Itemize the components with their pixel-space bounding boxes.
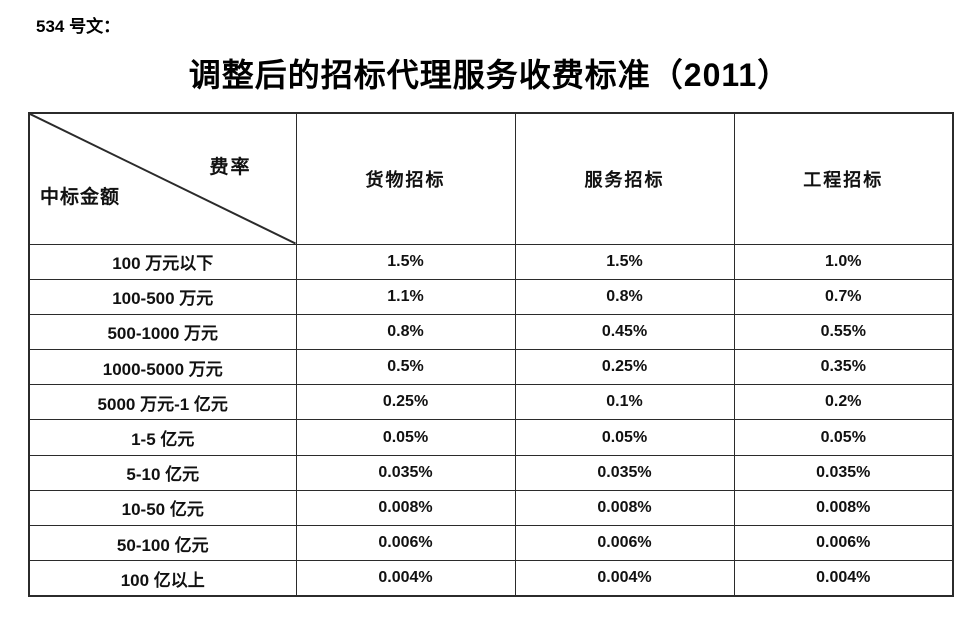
rate-value: 0.008% — [295, 489, 516, 527]
rate-value: 0.1% — [514, 384, 735, 421]
rate-value: 1.5% — [514, 243, 735, 280]
table-header-row: 费率 中标金额 货物招标 服务招标 工程招标 — [28, 112, 954, 245]
rate-value: 0.5% — [295, 349, 516, 386]
row-label: 50-100 亿元 — [28, 524, 297, 562]
diagonal-divider-line — [30, 114, 296, 244]
table-row: 10-50 亿元 0.008% 0.008% 0.008% — [28, 489, 954, 527]
rate-value: 0.004% — [295, 560, 516, 597]
rate-value: 1.0% — [733, 243, 954, 280]
column-header-goods-bidding: 货物招标 — [295, 112, 516, 245]
rate-value: 0.008% — [733, 489, 954, 527]
rate-value: 0.035% — [295, 454, 516, 491]
rate-value: 0.006% — [295, 524, 516, 562]
fee-standard-table: 费率 中标金额 货物招标 服务招标 工程招标 100 万元以下 1.5% 1.5… — [28, 112, 954, 597]
table-row: 1000-5000 万元 0.5% 0.25% 0.35% — [28, 349, 954, 386]
row-label: 1000-5000 万元 — [28, 349, 297, 386]
row-label: 100 亿以上 — [28, 560, 297, 597]
column-header-service-bidding: 服务招标 — [514, 112, 735, 245]
table-row: 500-1000 万元 0.8% 0.45% 0.55% — [28, 313, 954, 351]
table-row: 100-500 万元 1.1% 0.8% 0.7% — [28, 278, 954, 315]
fee-table-container: 费率 中标金额 货物招标 服务招标 工程招标 100 万元以下 1.5% 1.5… — [28, 112, 954, 597]
rate-value: 0.006% — [514, 524, 735, 562]
row-label: 10-50 亿元 — [28, 489, 297, 527]
rate-value: 0.035% — [514, 454, 735, 491]
page-title: 调整后的招标代理服务收费标准（2011） — [188, 57, 791, 93]
column-header-engineering-bidding: 工程招标 — [733, 112, 954, 245]
rate-value: 0.05% — [514, 419, 735, 456]
table-row: 5000 万元-1 亿元 0.25% 0.1% 0.2% — [28, 384, 954, 421]
row-label: 5-10 亿元 — [28, 454, 297, 491]
row-label: 100-500 万元 — [28, 278, 297, 315]
row-label: 1-5 亿元 — [28, 419, 297, 456]
row-label: 500-1000 万元 — [28, 313, 297, 351]
rate-value: 0.2% — [733, 384, 954, 421]
table-row: 50-100 亿元 0.006% 0.006% 0.006% — [28, 524, 954, 562]
row-label: 5000 万元-1 亿元 — [28, 384, 297, 421]
diagonal-corner-header-cell: 费率 中标金额 — [28, 112, 297, 245]
table-row: 100 万元以下 1.5% 1.5% 1.0% — [28, 243, 954, 280]
rate-value: 0.004% — [733, 560, 954, 597]
rate-value: 1.5% — [295, 243, 516, 280]
rate-value: 0.05% — [295, 419, 516, 456]
rate-value: 0.45% — [514, 313, 735, 351]
table-row: 1-5 亿元 0.05% 0.05% 0.05% — [28, 419, 954, 456]
corner-label-bid-amount: 中标金额 — [40, 187, 121, 208]
rate-value: 0.035% — [733, 454, 954, 491]
row-label: 100 万元以下 — [28, 243, 297, 280]
rate-value: 0.55% — [733, 313, 954, 351]
rate-value: 0.8% — [514, 278, 735, 315]
table-row: 100 亿以上 0.004% 0.004% 0.004% — [28, 560, 954, 597]
rate-value: 0.008% — [514, 489, 735, 527]
rate-value: 0.8% — [295, 313, 516, 351]
rate-value: 0.25% — [295, 384, 516, 421]
document-ref-label: 534 号文： — [36, 17, 121, 36]
rate-value: 0.35% — [733, 349, 954, 386]
rate-value: 0.006% — [733, 524, 954, 562]
rate-value: 1.1% — [295, 278, 516, 315]
rate-value: 0.25% — [514, 349, 735, 386]
table-row: 5-10 亿元 0.035% 0.035% 0.035% — [28, 454, 954, 491]
corner-label-rate: 费率 — [209, 157, 252, 178]
rate-value: 0.7% — [733, 278, 954, 315]
rate-value: 0.004% — [514, 560, 735, 597]
rate-value: 0.05% — [733, 419, 954, 456]
